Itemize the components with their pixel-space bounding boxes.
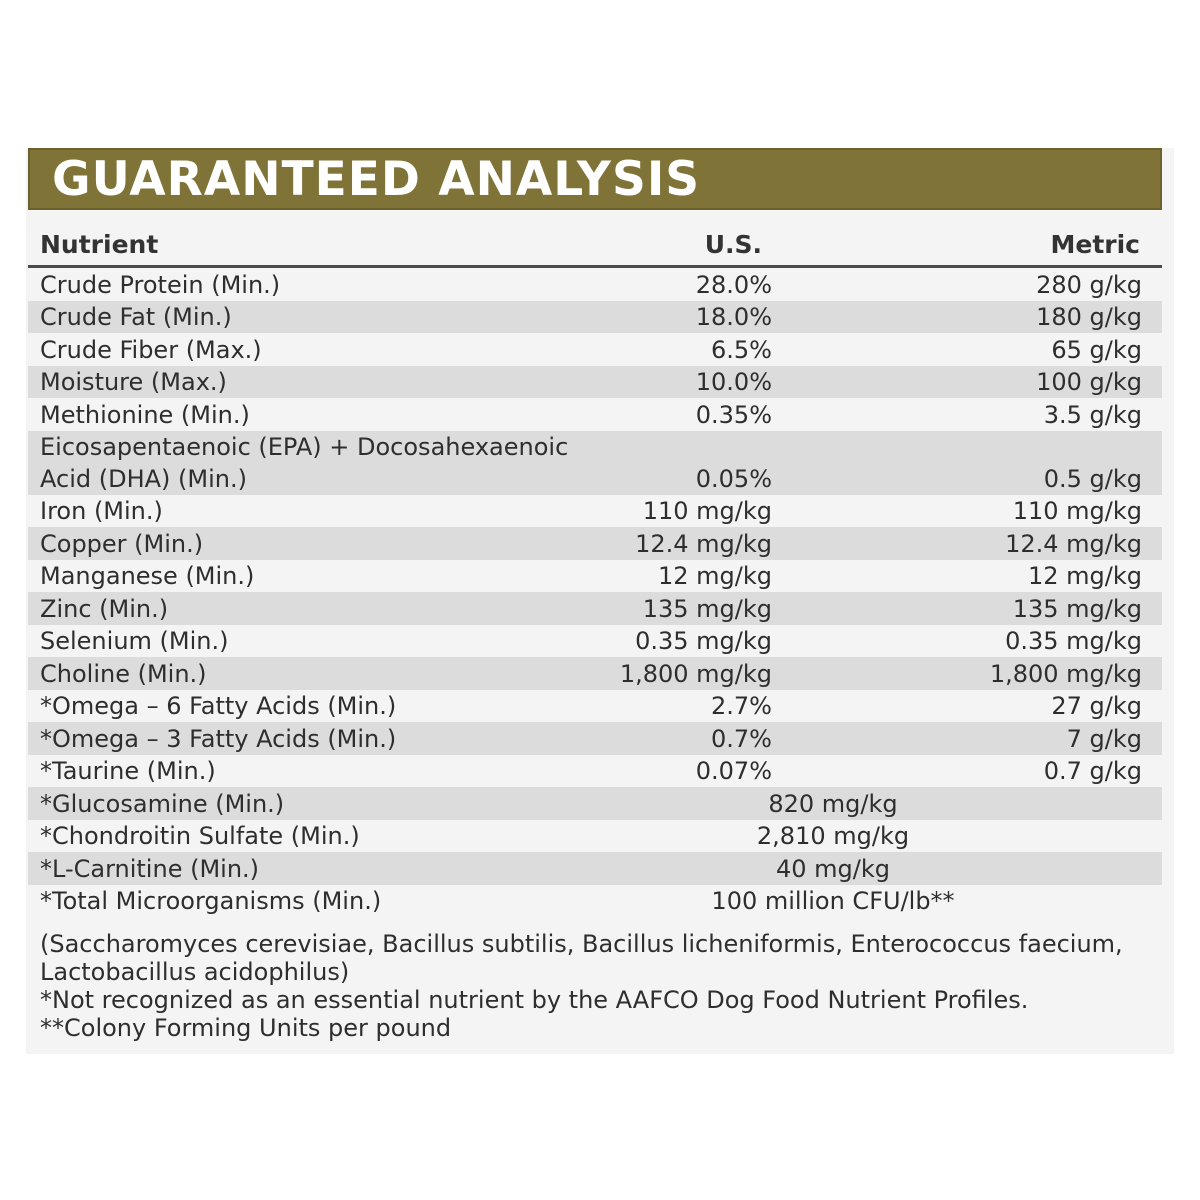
table-row: *L-Carnitine (Min.) 40 mg/kg <box>28 852 1162 885</box>
table-row: *Omega – 3 Fatty Acids (Min.) 0.7% 7 g/k… <box>28 722 1162 755</box>
nutrient-name: Methionine (Min.) <box>40 400 250 429</box>
table-row: Crude Protein (Min.) 28.0% 280 g/kg <box>28 268 1162 301</box>
us-value: 6.5% <box>711 335 772 364</box>
us-value: 1,800 mg/kg <box>619 659 772 688</box>
table-row: Selenium (Min.) 0.35 mg/kg 0.35 mg/kg <box>28 625 1162 658</box>
nutrient-name: *L-Carnitine (Min.) <box>40 854 260 883</box>
combined-value: 2,810 mg/kg <box>756 822 910 850</box>
combined-value: 100 million CFU/lb** <box>711 887 955 915</box>
nutrient-name: *Chondroitin Sulfate (Min.) <box>40 822 360 850</box>
table-row: Choline (Min.) 1,800 mg/kg 1,800 mg/kg <box>28 657 1162 690</box>
nutrient-name: Selenium (Min.) <box>40 627 229 655</box>
table-row: Copper (Min.) 12.4 mg/kg 12.4 mg/kg <box>28 527 1162 560</box>
us-value: 28.0% <box>695 270 772 299</box>
metric-value: 0.35 mg/kg <box>1005 627 1142 655</box>
nutrient-name: *Omega – 6 Fatty Acids (Min.) <box>40 692 397 720</box>
nutrient-name: Crude Fiber (Max.) <box>40 335 262 364</box>
footnote-essential-nutrient: *Not recognized as an essential nutrient… <box>40 986 1029 1014</box>
table-row: Zinc (Min.) 135 mg/kg 135 mg/kg <box>28 592 1162 625</box>
us-value: 0.05% <box>695 464 772 493</box>
nutrient-name: Choline (Min.) <box>40 659 207 688</box>
table-row: Crude Fat (Min.) 18.0% 180 g/kg <box>28 300 1162 333</box>
metric-value: 100 g/kg <box>1036 368 1142 396</box>
us-value: 0.7% <box>711 724 772 753</box>
nutrient-name: Crude Fat (Min.) <box>40 303 232 331</box>
table-row: *Chondroitin Sulfate (Min.) 2,810 mg/kg <box>28 820 1162 853</box>
metric-value: 280 g/kg <box>1036 270 1142 299</box>
metric-value: 65 g/kg <box>1051 335 1142 364</box>
page-title: GUARANTEED ANALYSIS <box>52 152 701 207</box>
table-row: *Taurine (Min.) 0.07% 0.7 g/kg <box>28 755 1162 788</box>
nutrient-name: *Glucosamine (Min.) <box>40 789 285 818</box>
nutrient-name: Eicosapentaenoic (EPA) + Docosahexaenoic… <box>40 432 569 493</box>
title-banner: GUARANTEED ANALYSIS <box>28 148 1162 210</box>
metric-value: 1,800 mg/kg <box>989 659 1142 688</box>
table-row: *Omega – 6 Fatty Acids (Min.) 2.7% 27 g/… <box>28 690 1162 723</box>
footnotes: (Saccharomyces cerevisiae, Bacillus subt… <box>40 930 1160 1042</box>
us-value: 12 mg/kg <box>658 562 772 590</box>
table-row: Iron (Min.) 110 mg/kg 110 mg/kg <box>28 495 1162 528</box>
metric-value: 12 mg/kg <box>1028 562 1142 590</box>
table-row: Moisture (Max.) 10.0% 100 g/kg <box>28 365 1162 398</box>
us-value: 0.35% <box>695 400 772 429</box>
us-value: 0.07% <box>695 757 772 785</box>
table-row: *Total Microorganisms (Min.) 100 million… <box>28 885 1162 918</box>
header-metric: Metric <box>1050 230 1140 259</box>
us-value: 135 mg/kg <box>642 594 772 623</box>
metric-value: 7 g/kg <box>1066 724 1142 753</box>
combined-value: 40 mg/kg <box>776 854 890 883</box>
analysis-table: Nutrient U.S. Metric Crude Protein (Min.… <box>28 228 1162 917</box>
metric-value: 0.7 g/kg <box>1043 757 1142 785</box>
metric-value: 110 mg/kg <box>1012 497 1142 525</box>
metric-value: 0.5 g/kg <box>1043 464 1142 493</box>
nutrient-name: Iron (Min.) <box>40 497 163 525</box>
table-row: *Glucosamine (Min.) 820 mg/kg <box>28 787 1162 820</box>
microorganism-list: (Saccharomyces cerevisiae, Bacillus subt… <box>40 930 1123 986</box>
table-row: Manganese (Min.) 12 mg/kg 12 mg/kg <box>28 560 1162 593</box>
metric-value: 180 g/kg <box>1036 303 1142 331</box>
nutrient-name: Crude Protein (Min.) <box>40 270 281 299</box>
nutrient-name: Moisture (Max.) <box>40 368 227 396</box>
us-value: 0.35 mg/kg <box>635 627 772 655</box>
table-header: Nutrient U.S. Metric <box>28 228 1162 268</box>
us-value: 10.0% <box>695 368 772 396</box>
metric-value: 3.5 g/kg <box>1043 400 1142 429</box>
footnote-cfu: **Colony Forming Units per pound <box>40 1014 452 1042</box>
nutrient-name: *Omega – 3 Fatty Acids (Min.) <box>40 724 397 753</box>
table-row: Eicosapentaenoic (EPA) + Docosahexaenoic… <box>28 430 1162 495</box>
us-value: 2.7% <box>711 692 772 720</box>
nutrient-name: Manganese (Min.) <box>40 562 255 590</box>
header-us: U.S. <box>704 230 762 259</box>
table-row: Methionine (Min.) 0.35% 3.5 g/kg <box>28 398 1162 431</box>
nutrient-name: *Taurine (Min.) <box>40 757 216 785</box>
nutrient-name: *Total Microorganisms (Min.) <box>40 887 382 915</box>
nutrient-name: Copper (Min.) <box>40 529 204 558</box>
us-value: 110 mg/kg <box>642 497 772 525</box>
metric-value: 12.4 mg/kg <box>1005 529 1142 558</box>
combined-value: 820 mg/kg <box>768 789 898 818</box>
metric-value: 27 g/kg <box>1051 692 1142 720</box>
metric-value: 135 mg/kg <box>1012 594 1142 623</box>
us-value: 18.0% <box>695 303 772 331</box>
table-row: Crude Fiber (Max.) 6.5% 65 g/kg <box>28 333 1162 366</box>
header-nutrient: Nutrient <box>40 230 159 259</box>
us-value: 12.4 mg/kg <box>635 529 772 558</box>
nutrient-name: Zinc (Min.) <box>40 594 169 623</box>
